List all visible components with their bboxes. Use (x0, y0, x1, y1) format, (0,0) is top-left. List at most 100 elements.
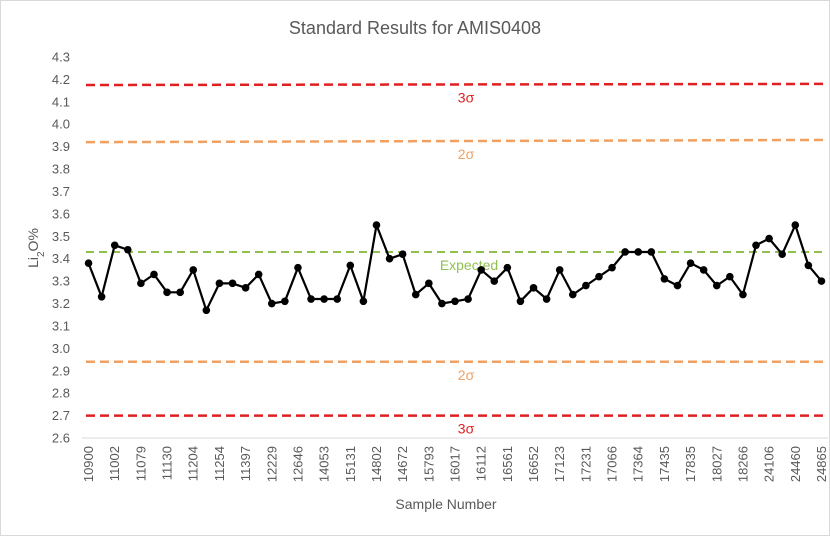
y-tick-label: 2.6 (52, 431, 70, 446)
x-tick-label: 14802 (369, 446, 384, 482)
data-point (411, 290, 420, 299)
data-point (150, 270, 158, 279)
data-point (726, 272, 734, 281)
data-point (595, 272, 603, 281)
y-tick-label: 3.8 (52, 162, 70, 177)
y-tick-label: 3.6 (52, 206, 70, 221)
y-tick-label: 2.9 (52, 363, 70, 378)
x-tick-label: 14672 (395, 446, 410, 482)
data-point (202, 306, 211, 315)
data-point (333, 295, 342, 303)
data-point (254, 270, 263, 279)
data-point (621, 248, 629, 256)
x-tick-label: 17835 (683, 446, 698, 482)
data-point (673, 281, 682, 290)
reference-label: 3σ (458, 421, 475, 437)
reference-label: 2σ (458, 367, 475, 383)
chart-title: Standard Results for AMIS0408 (289, 18, 541, 38)
x-tick-label: 17364 (631, 446, 646, 482)
data-point (425, 279, 433, 288)
y-tick-label: 3.3 (52, 274, 70, 289)
reference-label: 3σ (458, 89, 475, 105)
reference-label: 2σ (458, 146, 475, 162)
data-point (124, 245, 132, 254)
data-point (647, 248, 656, 256)
x-tick-label: 12646 (290, 446, 305, 482)
data-point (542, 295, 551, 303)
data-point (320, 295, 328, 303)
y-tick-label: 2.8 (52, 386, 70, 401)
data-point (634, 248, 643, 256)
data-point (582, 281, 590, 290)
data-point (176, 288, 184, 297)
y-tick-label: 4.2 (52, 72, 70, 87)
data-point (241, 284, 250, 292)
data-point (503, 263, 512, 272)
x-tick-label: 17435 (657, 446, 672, 482)
x-tick-label: 11397 (238, 446, 253, 481)
x-tick-label: 11204 (186, 446, 201, 481)
reference-line (85, 82, 827, 87)
x-tick-label: 17123 (552, 446, 567, 482)
data-point (686, 259, 695, 267)
x-tick-label: 15131 (343, 446, 358, 482)
x-tick-label: 15793 (421, 446, 436, 482)
data-point (451, 297, 459, 306)
data-point (84, 259, 93, 267)
data-point (568, 290, 577, 299)
data-point (464, 295, 472, 303)
data-point (791, 221, 800, 229)
data-point (778, 250, 786, 259)
data-point (307, 295, 315, 303)
y-tick-label: 3.2 (52, 296, 70, 311)
data-point (267, 299, 276, 308)
y-tick-label: 3.4 (52, 251, 70, 266)
data-point (699, 266, 708, 274)
data-point (97, 293, 106, 301)
x-tick-label: 12229 (264, 446, 279, 482)
x-tick-label: 17066 (605, 446, 620, 482)
data-point (398, 250, 407, 259)
y-tick-label: 2.7 (52, 408, 70, 423)
x-tick-label: 17231 (578, 446, 593, 482)
x-tick-label: 11254 (212, 446, 227, 481)
y-tick-label: 3.7 (52, 184, 70, 199)
x-tick-label: 18027 (709, 446, 724, 482)
data-point (817, 277, 826, 285)
data-point (477, 266, 485, 274)
data-point (359, 297, 368, 306)
data-point (752, 241, 760, 250)
data-point (385, 254, 394, 263)
x-tick-label: 16017 (448, 446, 463, 482)
data-point (608, 263, 616, 272)
y-axis-title: Li2O% (25, 228, 47, 268)
x-tick-label: 10900 (81, 446, 96, 482)
x-tick-label: 11079 (133, 446, 148, 481)
x-tick-label: 16561 (500, 446, 515, 482)
y-tick-label: 3.0 (52, 341, 70, 356)
y-tick-label: 4.3 (52, 50, 70, 65)
data-point (189, 266, 198, 274)
y-tick-label: 3.1 (52, 318, 70, 333)
x-tick-label: 16652 (526, 446, 541, 482)
x-tick-label: 18266 (735, 446, 750, 482)
data-point (281, 297, 289, 306)
data-point (739, 290, 747, 299)
x-tick-label: 11002 (107, 446, 122, 481)
x-tick-label: 14053 (317, 446, 332, 482)
data-point (215, 279, 224, 288)
data-point (110, 241, 119, 250)
data-point (346, 261, 355, 270)
x-tick-label: 16112 (474, 446, 489, 481)
reference-line (85, 138, 827, 144)
y-tick-label: 3.5 (52, 229, 70, 244)
data-point (529, 284, 538, 292)
data-point (163, 288, 171, 297)
x-tick-label: 24106 (762, 446, 777, 482)
y-tick-label: 3.9 (52, 139, 70, 154)
x-tick-label: 24460 (788, 446, 803, 482)
data-point (712, 281, 721, 290)
data-point (137, 279, 145, 288)
y-tick-label: 4.1 (52, 94, 70, 109)
